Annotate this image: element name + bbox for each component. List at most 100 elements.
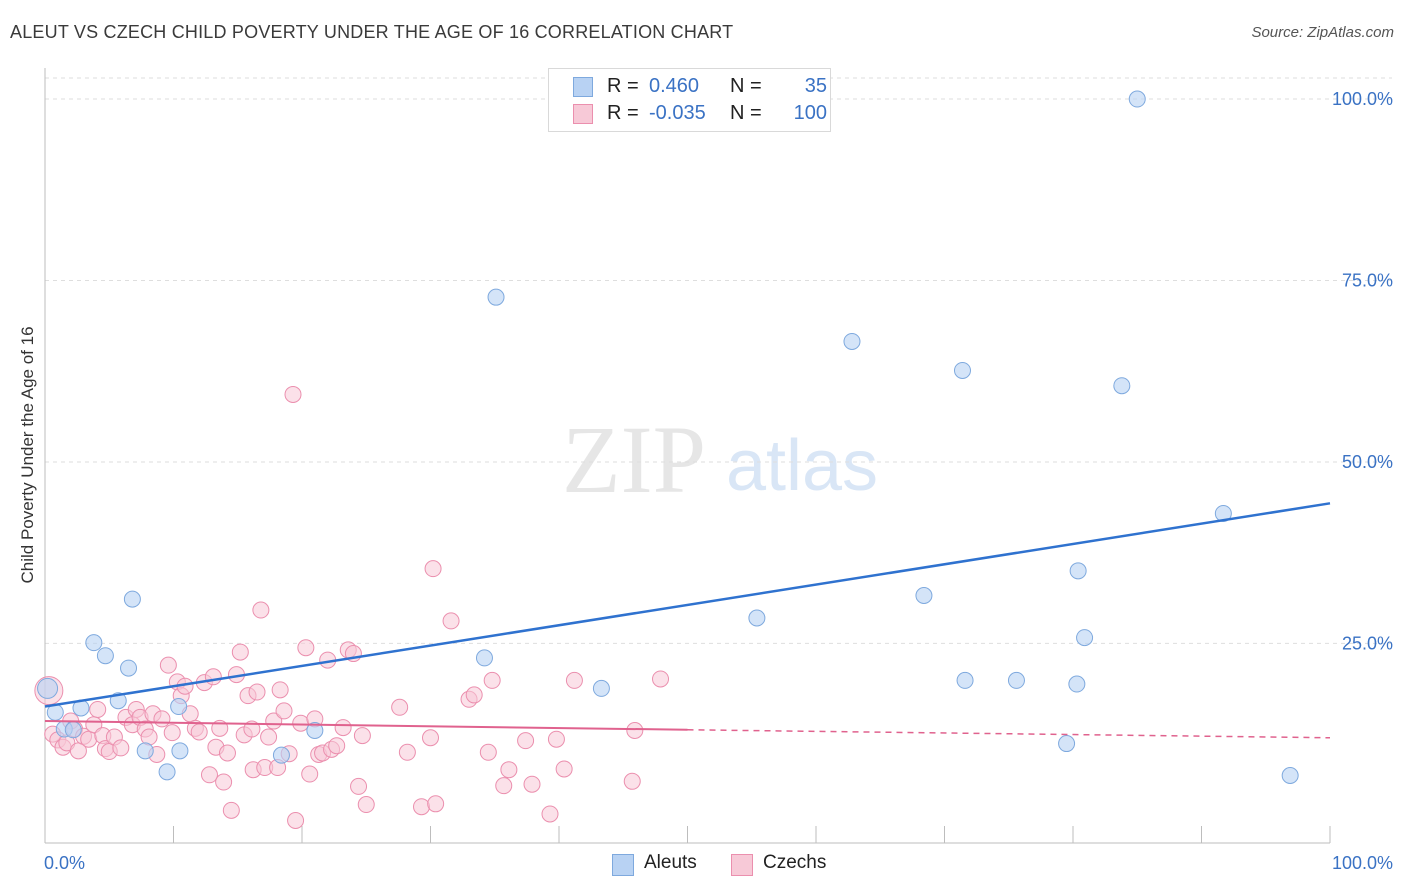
aleut-point	[1281, 766, 1299, 784]
aleut-point	[1007, 671, 1025, 689]
aleut-point	[1113, 377, 1131, 395]
watermark-zip: ZIP	[562, 406, 706, 513]
czech-point	[350, 777, 368, 795]
czech-point	[391, 698, 409, 716]
czech-point	[260, 728, 278, 746]
czech-point	[479, 743, 497, 761]
legend-swatch-czechs	[573, 104, 593, 124]
legend-swatch-aleuts	[573, 77, 593, 97]
czech-point	[547, 730, 565, 748]
czech-trend-line-dashed	[687, 729, 1331, 739]
czech-point	[517, 732, 535, 750]
czech-point	[231, 643, 249, 661]
aleut-point	[272, 746, 290, 764]
legend-n-label: N =	[730, 75, 762, 97]
czech-point	[523, 775, 541, 793]
aleut-point	[1068, 675, 1086, 693]
czech-point	[292, 714, 310, 732]
aleut-point	[592, 679, 610, 697]
czech-point	[623, 772, 641, 790]
aleut-point	[158, 763, 176, 781]
aleut-trend-line	[44, 502, 1331, 708]
aleut-point	[1069, 562, 1087, 580]
czech-point	[297, 639, 315, 657]
legend-r-label: R =	[607, 102, 639, 124]
aleut-point	[1128, 90, 1146, 108]
czech-point	[252, 601, 270, 619]
aleut-point	[953, 361, 971, 379]
czech-point	[442, 612, 460, 630]
czech-point	[398, 743, 416, 761]
czech-point	[565, 671, 583, 689]
czech-point	[163, 724, 181, 742]
czech-point	[275, 702, 293, 720]
czech-point	[465, 686, 483, 704]
czech-point	[427, 795, 445, 813]
czech-point	[555, 760, 573, 778]
czech-point	[413, 798, 431, 816]
czech-point	[153, 710, 171, 728]
czech-point	[204, 668, 222, 686]
czech-point	[284, 385, 302, 403]
czech-point	[353, 727, 371, 745]
aleut-point	[475, 649, 493, 667]
aleut-point	[64, 721, 82, 739]
czech-point	[422, 729, 439, 747]
czech-point	[357, 796, 375, 814]
aleut-point	[1214, 504, 1232, 522]
czech-point	[652, 670, 670, 688]
legend-n-value: 35	[804, 75, 827, 97]
legend-r-value: 0.460	[649, 75, 700, 97]
y-tick-label: 100.0%	[1332, 89, 1393, 109]
legend-r-label: R =	[607, 75, 639, 97]
y-tick-label: 50.0%	[1342, 452, 1393, 472]
czech-point	[500, 761, 518, 779]
czech-point	[222, 801, 240, 819]
y-tick-label: 25.0%	[1342, 633, 1393, 653]
czech-point	[271, 681, 289, 699]
bottom-legend-label-aleuts: Aleuts	[644, 852, 697, 873]
czech-point	[159, 656, 177, 674]
x-tick-label: 100.0%	[1332, 853, 1393, 873]
czech-point	[541, 805, 559, 823]
czech-point	[334, 719, 352, 737]
czech-point	[287, 811, 305, 829]
bottom-legend-swatch-aleuts	[612, 854, 634, 876]
legend-n-value: 100	[793, 102, 827, 124]
watermark-atlas: atlas	[726, 426, 878, 506]
aleut-point	[85, 634, 103, 652]
czech-point	[483, 671, 501, 689]
aleut-point	[171, 742, 189, 760]
source-label: Source: ZipAtlas.com	[1251, 24, 1394, 41]
aleut-point	[96, 647, 114, 665]
czech-point	[328, 737, 346, 755]
bottom-legend-swatch-czechs	[731, 854, 753, 876]
aleut-point	[37, 677, 59, 699]
aleut-point	[1058, 735, 1076, 753]
czech-point	[218, 744, 236, 762]
czech-point	[112, 739, 130, 757]
x-tick-label: 0.0%	[44, 853, 85, 873]
aleut-point	[915, 586, 933, 604]
czech-point	[215, 773, 233, 791]
aleut-point	[170, 698, 188, 716]
bottom-legend-label-czechs: Czechs	[763, 852, 827, 873]
czech-point	[626, 721, 644, 739]
czech-point	[80, 730, 98, 748]
czech-point	[190, 723, 208, 741]
czech-point	[89, 700, 107, 718]
aleut-point	[306, 721, 324, 739]
aleut-point	[1076, 629, 1094, 647]
aleut-point	[748, 609, 766, 627]
aleut-point	[956, 671, 974, 689]
legend-r-value: -0.035	[649, 102, 706, 124]
y-tick-label: 75.0%	[1342, 270, 1393, 290]
legend-stats: R = 0.460 N = 35 R = -0.035 N = 100	[548, 68, 831, 132]
czech-point	[200, 766, 218, 784]
chart-title: ALEUT VS CZECH CHILD POVERTY UNDER THE A…	[10, 22, 734, 42]
aleut-point	[120, 659, 138, 677]
czech-point	[301, 765, 319, 783]
aleut-point	[843, 332, 861, 350]
czech-trend-line	[44, 720, 688, 731]
